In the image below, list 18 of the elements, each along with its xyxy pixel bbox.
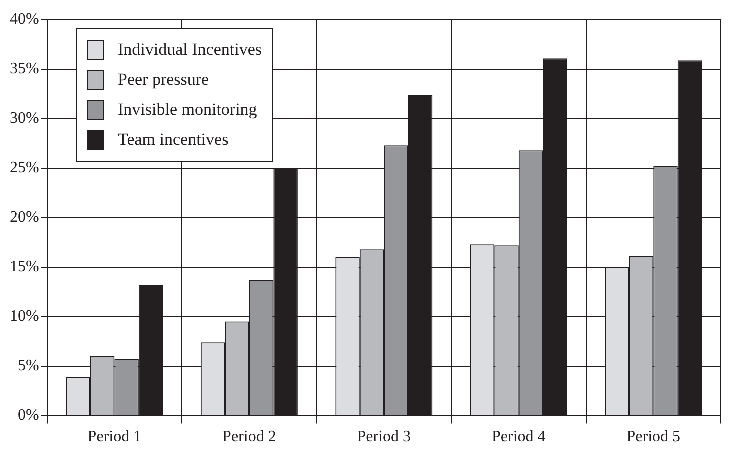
y-tick-label: 0% bbox=[18, 407, 40, 424]
x-tick-label: Period 3 bbox=[357, 428, 412, 446]
y-tick-label: 5% bbox=[18, 358, 40, 375]
y-tick-label: 30% bbox=[10, 110, 40, 128]
y-tick-label: 20% bbox=[10, 209, 40, 226]
legend-label: Peer pressure bbox=[118, 70, 210, 90]
x-tick-label: Period 1 bbox=[88, 428, 142, 446]
legend-label: Team incentives bbox=[118, 130, 229, 150]
y-tick-label: 25% bbox=[10, 160, 40, 177]
y-tick-label: 10% bbox=[10, 308, 40, 326]
legend-label: Invisible monitoring bbox=[118, 100, 258, 120]
legend-label: Individual Incentives bbox=[118, 40, 262, 60]
x-tick-label: Period 5 bbox=[626, 428, 681, 446]
y-tick-label: 35% bbox=[10, 60, 40, 78]
y-tick-label: 40% bbox=[10, 11, 40, 28]
x-tick-label: Period 2 bbox=[222, 428, 276, 446]
x-tick-label: Period 4 bbox=[492, 428, 546, 446]
y-tick-label: 15% bbox=[10, 258, 40, 276]
